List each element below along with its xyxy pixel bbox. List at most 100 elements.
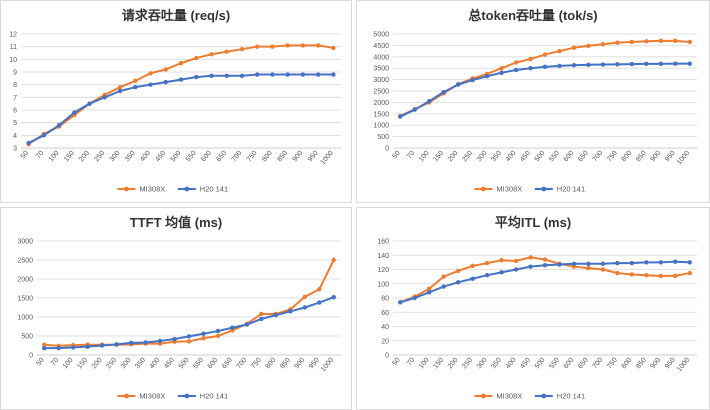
x-tick-label: 350 [124,150,137,164]
data-point [484,273,490,278]
data-point [239,73,245,79]
data-point [70,345,76,350]
data-point [542,257,548,262]
data-point [117,85,123,90]
data-point [629,39,635,45]
x-tick-label: 600 [563,150,576,164]
y-tick-label: 7 [13,95,17,102]
y-tick-label: 6 [13,108,17,115]
x-tick-label: 100 [62,357,75,371]
data-point [499,70,504,75]
data-point [186,334,192,339]
x-tick-label: 350 [490,150,503,164]
x-tick-label: 600 [207,357,220,371]
data-point [331,295,336,300]
x-tick-label: 70 [406,150,416,161]
x-tick-label: 950 [664,150,677,164]
data-point [644,273,649,278]
data-point [687,39,692,45]
data-point [513,267,519,272]
x-tick-label: 650 [577,357,590,371]
data-point [163,79,168,85]
data-point [658,38,664,44]
y-tick-label: 2000 [17,277,33,284]
data-point [600,267,606,272]
data-point [42,345,47,351]
data-point [315,43,321,48]
x-tick-label: 950 [308,357,321,371]
legend-marker [184,393,190,399]
data-point [629,260,635,266]
chart-svg: TTFT 均值 (ms) 0 500 1000 1500 2000 2500 3000 50 70… [17,215,341,401]
data-point [586,62,591,67]
data-point [331,257,336,263]
data-point [143,340,148,345]
data-point [426,286,432,291]
data-point [470,77,475,83]
x-tick-label: 50 [20,150,30,161]
y-tick-label: 8 [13,82,17,89]
chart-svg: 总token吞吐量 (tok/s) 0 500 1000 1500 2000 2500 300… [373,8,697,194]
data-point [441,284,446,289]
x-tick-label: 650 [215,150,228,164]
legend-label: MI308X [496,392,522,401]
y-tick-label: 2500 [373,89,389,96]
y-tick-label: 2500 [17,258,33,265]
x-tick-label: 1000 [676,357,691,374]
data-point [215,333,221,339]
chart-panel-mean-itl: 平均ITL (ms) 0 20 40 60 80 100 120 140 160 50 70 100 15… [356,207,710,410]
data-point [615,40,620,45]
legend-marker [184,186,190,192]
data-point [528,264,533,269]
x-tick-label: 150 [76,357,89,371]
chart-title: TTFT 均值 (ms) [130,215,222,230]
series-line [399,39,690,117]
y-tick-label: 3500 [373,66,389,73]
x-tick-label: 750 [250,357,263,371]
y-tick-label: 0 [385,353,389,360]
x-tick-label: 800 [621,357,634,371]
data-point [499,66,504,71]
y-tick-label: 40 [381,324,389,331]
data-point [673,259,678,264]
legend-marker [481,393,486,399]
x-tick-label: 550 [192,357,205,371]
data-point [259,316,264,322]
data-point [201,331,206,336]
x-tick-label: 700 [231,150,244,164]
data-point [133,85,138,90]
data-point [586,265,591,271]
y-tick-label: 4500 [373,43,389,50]
data-point [586,43,591,49]
data-point [557,262,562,267]
y-tick-label: 500 [377,134,389,141]
x-tick-label: 950 [664,357,677,371]
x-tick-label: 70 [35,150,45,161]
data-point [315,72,321,77]
y-tick-label: 0 [29,353,33,360]
x-tick-label: 800 [621,150,634,164]
data-point [201,336,206,341]
data-point [441,89,446,95]
data-point [484,260,490,266]
y-tick-label: 60 [381,310,389,317]
data-point [178,60,184,66]
data-point [658,273,664,279]
data-point [209,73,214,79]
data-point [186,339,192,344]
legend-marker [541,186,547,192]
x-tick-label: 70 [50,357,60,368]
x-tick-label: 650 [221,357,234,371]
x-tick-label: 450 [154,150,167,164]
data-point [673,38,678,44]
x-tick-label: 850 [279,357,292,371]
legend-label: MI308X [139,185,165,194]
data-point [163,67,168,72]
data-point [172,336,177,342]
legend-label: H20 141 [200,392,228,401]
data-point [644,39,649,44]
data-point [687,270,692,276]
data-point [178,77,184,82]
x-tick-label: 100 [418,357,431,371]
